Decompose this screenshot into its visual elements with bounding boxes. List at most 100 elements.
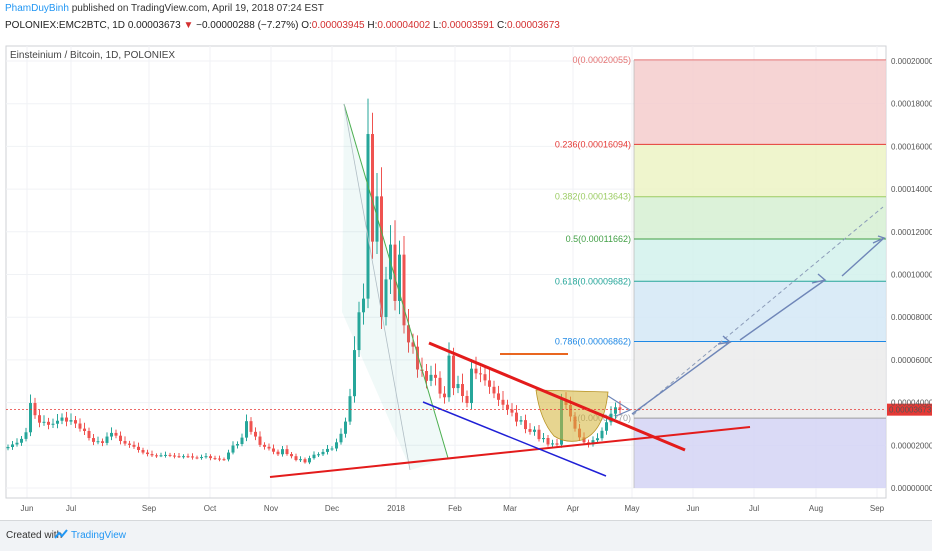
lower-channel-line (422, 401, 607, 477)
candle-body (78, 423, 82, 429)
fib-zone (634, 144, 886, 197)
candle-body (182, 456, 185, 458)
time-tick-label: Sep (142, 504, 157, 513)
candle-body (83, 428, 86, 431)
candle-body (510, 409, 514, 413)
fib-zone (634, 341, 886, 419)
candle-body (51, 423, 55, 425)
time-tick-label: Jul (66, 504, 76, 513)
candle-body (303, 459, 307, 463)
candle-body (393, 244, 397, 301)
support-trendline (269, 426, 751, 478)
candle-body (380, 196, 383, 317)
candle-body (20, 438, 23, 443)
high-label: H: (367, 20, 378, 31)
candles (6, 98, 622, 465)
candle-body (299, 459, 302, 461)
current-price-badge (887, 403, 932, 416)
fib-zone (634, 59, 886, 145)
price-tick-label: 0.00014000 (891, 185, 932, 194)
candle-body (474, 368, 478, 374)
candle-body (150, 454, 154, 456)
time-tick-label: Aug (809, 504, 823, 513)
candle-body (267, 446, 271, 449)
candle-body (218, 458, 221, 460)
candle-body (272, 448, 275, 452)
time-axis[interactable]: Jun Jul Sep Oct Nov Dec 2018 Feb Mar Apr May Jun Jul… (6, 497, 886, 513)
down-arrow-icon: ▼ (183, 20, 194, 31)
projection-arrowhead (872, 235, 886, 244)
projection-leg-2 (739, 279, 826, 341)
candle-body (177, 456, 181, 458)
time-tick-label: Jun (687, 504, 700, 513)
projection-arrowhead (811, 273, 827, 284)
candle-body (60, 417, 64, 421)
fib-level-label: 0.236(0.00016094) (555, 139, 631, 149)
candle-body (110, 432, 113, 437)
candle-body (128, 443, 131, 445)
candle-body (438, 377, 442, 394)
symbol-label: POLONIEX:EMC2BTC, 1D (5, 20, 126, 31)
projection-dashed-line (632, 206, 884, 416)
candle-body (222, 459, 226, 461)
candle-body (546, 438, 550, 445)
price-tick-label: 0.00016000 (891, 142, 932, 151)
time-tick-label: Dec (325, 504, 339, 513)
projection-arrowhead (717, 335, 732, 345)
fib-level-label: 0.786(0.00006862) (555, 336, 631, 346)
candle-body (596, 438, 599, 441)
projection-arrowheads (717, 235, 886, 345)
candle-body (254, 431, 257, 437)
candle-body (245, 421, 248, 438)
candle-body (524, 420, 527, 430)
chart-symbol-title: Einsteinium / Bitcoin, 1D, POLONIEX (10, 50, 175, 61)
tradingview-link[interactable]: TradingView (71, 530, 127, 541)
price-tick-label: 0.00006000 (891, 356, 932, 365)
candle-body (65, 417, 68, 422)
candle-body (443, 393, 446, 398)
candle-body (407, 325, 410, 343)
chart-area[interactable]: 0(0.00020055) 0.236(0.00016094) 0.382(0.00… (0, 40, 932, 520)
time-tick-label: Sep (870, 504, 885, 513)
candle-body (96, 441, 100, 443)
fib-zone (634, 418, 886, 488)
price-chart[interactable]: 0(0.00020055) 0.236(0.00016094) 0.382(0.00… (0, 40, 932, 520)
chart-header: PhamDuyBinh published on TradingView.com… (0, 0, 932, 40)
triangle-edge-left (343, 103, 411, 471)
time-tick-label: Jul (749, 504, 759, 513)
candle-body (137, 446, 140, 450)
candle-body (402, 254, 406, 326)
candle-body (330, 448, 334, 450)
price-tick-label: 0.00010000 (891, 271, 932, 280)
author-link[interactable]: PhamDuyBinh (5, 3, 69, 14)
candle-body (294, 456, 298, 461)
triangle-fill (342, 104, 448, 470)
candle-body (290, 454, 293, 457)
price-axis[interactable]: 0.00020000 0.00018000 0.00016000 0.00014000… (891, 57, 932, 493)
candle-body (533, 429, 536, 432)
price-tick-label: 0.00000000 (891, 484, 932, 493)
candle-body (276, 451, 280, 455)
low-label: L: (433, 20, 442, 31)
candle-body (528, 429, 532, 432)
candle-body (618, 407, 622, 410)
fib-level-label: 0.382(0.00013643) (555, 192, 631, 202)
candle-body (434, 374, 437, 378)
fib-zone (634, 281, 886, 342)
candle-body (600, 430, 604, 439)
time-tick-label: Apr (567, 504, 580, 513)
candle-body (537, 429, 541, 440)
candle-body (119, 435, 122, 442)
candle-body (231, 445, 235, 453)
candle-body (209, 456, 212, 459)
candle-body (416, 346, 419, 370)
price-tick-label: 0.00012000 (891, 228, 932, 237)
cup-pattern (535, 389, 609, 442)
price-tick-label: 0.00002000 (891, 441, 932, 450)
candle-body (132, 444, 136, 447)
candle-body (123, 441, 127, 444)
close-label: C: (497, 20, 507, 31)
candle-body (173, 455, 176, 457)
candle-body (591, 440, 595, 445)
candle-body (465, 395, 469, 404)
